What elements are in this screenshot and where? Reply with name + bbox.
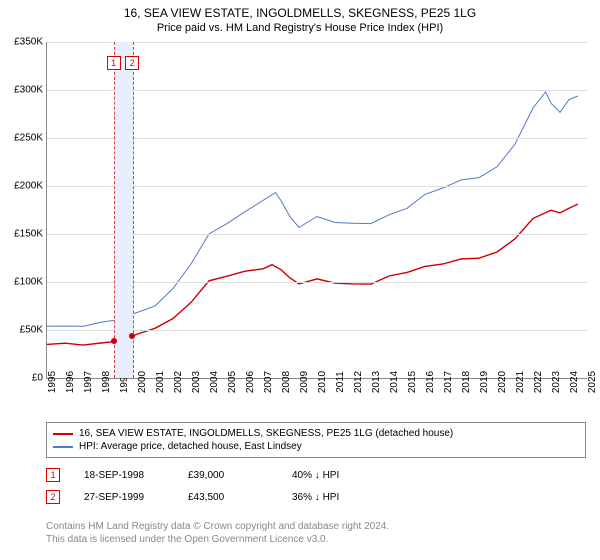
sale-date: 18-SEP-1998	[84, 470, 164, 481]
x-axis-label: 1996	[65, 371, 76, 393]
x-axis-label: 2010	[317, 371, 328, 393]
x-axis-label: 2007	[263, 371, 274, 393]
x-axis-label: 2018	[461, 371, 472, 393]
x-axis-label: 2022	[533, 371, 544, 393]
x-axis-label: 2002	[173, 371, 184, 393]
plot-area: £0£50K£100K£150K£200K£250K£300K£350K1995…	[46, 42, 587, 379]
sale-marker-dot	[129, 333, 135, 339]
legend-swatch	[53, 446, 73, 448]
chart-title: 16, SEA VIEW ESTATE, INGOLDMELLS, SKEGNE…	[0, 0, 600, 22]
legend-item: HPI: Average price, detached house, East…	[53, 440, 579, 453]
sale-delta: 40% ↓ HPI	[292, 470, 372, 481]
legend-label: 16, SEA VIEW ESTATE, INGOLDMELLS, SKEGNE…	[79, 428, 453, 439]
sale-row: 2 27-SEP-1999 £43,500 36% ↓ HPI	[46, 490, 372, 504]
x-axis-label: 2023	[551, 371, 562, 393]
x-axis-label: 2014	[389, 371, 400, 393]
x-axis-label: 2020	[497, 371, 508, 393]
legend-swatch	[53, 433, 73, 435]
x-axis-label: 1997	[83, 371, 94, 393]
y-axis-label: £50K	[20, 325, 47, 336]
sale-marker-dot	[111, 338, 117, 344]
y-axis-label: £100K	[14, 277, 47, 288]
x-axis-label: 2013	[371, 371, 382, 393]
x-axis-label: 2000	[137, 371, 148, 393]
sale-index-box: 2	[46, 490, 60, 504]
y-axis-label: £250K	[14, 133, 47, 144]
chart-container: 16, SEA VIEW ESTATE, INGOLDMELLS, SKEGNE…	[0, 0, 600, 560]
x-axis-label: 2001	[155, 371, 166, 393]
sale-index-box: 1	[46, 468, 60, 482]
sale-period-band	[114, 42, 135, 378]
x-axis-label: 2011	[335, 371, 346, 393]
x-axis-label: 2024	[569, 371, 580, 393]
y-axis-label: £150K	[14, 229, 47, 240]
sale-date: 27-SEP-1999	[84, 492, 164, 503]
footer: Contains HM Land Registry data © Crown c…	[46, 520, 389, 546]
x-axis-label: 2004	[209, 371, 220, 393]
x-axis-label: 2005	[227, 371, 238, 393]
sale-row: 1 18-SEP-1998 £39,000 40% ↓ HPI	[46, 468, 372, 482]
x-axis-label: 2009	[299, 371, 310, 393]
x-axis-label: 2015	[407, 371, 418, 393]
sale-marker-label: 2	[125, 56, 139, 70]
legend: 16, SEA VIEW ESTATE, INGOLDMELLS, SKEGNE…	[46, 422, 586, 458]
y-axis-label: £300K	[14, 85, 47, 96]
x-axis-label: 2025	[587, 371, 598, 393]
x-axis-label: 2019	[479, 371, 490, 393]
y-axis-label: £0	[32, 373, 47, 384]
x-axis-label: 2006	[245, 371, 256, 393]
footer-line1: Contains HM Land Registry data © Crown c…	[46, 520, 389, 533]
x-axis-label: 1995	[47, 371, 58, 393]
y-axis-label: £200K	[14, 181, 47, 192]
chart-subtitle: Price paid vs. HM Land Registry's House …	[0, 22, 600, 38]
x-axis-label: 2021	[515, 371, 526, 393]
sale-price: £39,000	[188, 470, 268, 481]
legend-label: HPI: Average price, detached house, East…	[79, 441, 302, 452]
x-axis-label: 2012	[353, 371, 364, 393]
sale-delta: 36% ↓ HPI	[292, 492, 372, 503]
sale-price: £43,500	[188, 492, 268, 503]
x-axis-label: 2008	[281, 371, 292, 393]
x-axis-label: 2017	[443, 371, 454, 393]
x-axis-label: 1998	[101, 371, 112, 393]
x-axis-label: 2016	[425, 371, 436, 393]
x-axis-label: 2003	[191, 371, 202, 393]
legend-item: 16, SEA VIEW ESTATE, INGOLDMELLS, SKEGNE…	[53, 427, 579, 440]
y-axis-label: £350K	[14, 37, 47, 48]
footer-line2: This data is licensed under the Open Gov…	[46, 533, 389, 546]
sale-marker-label: 1	[107, 56, 121, 70]
